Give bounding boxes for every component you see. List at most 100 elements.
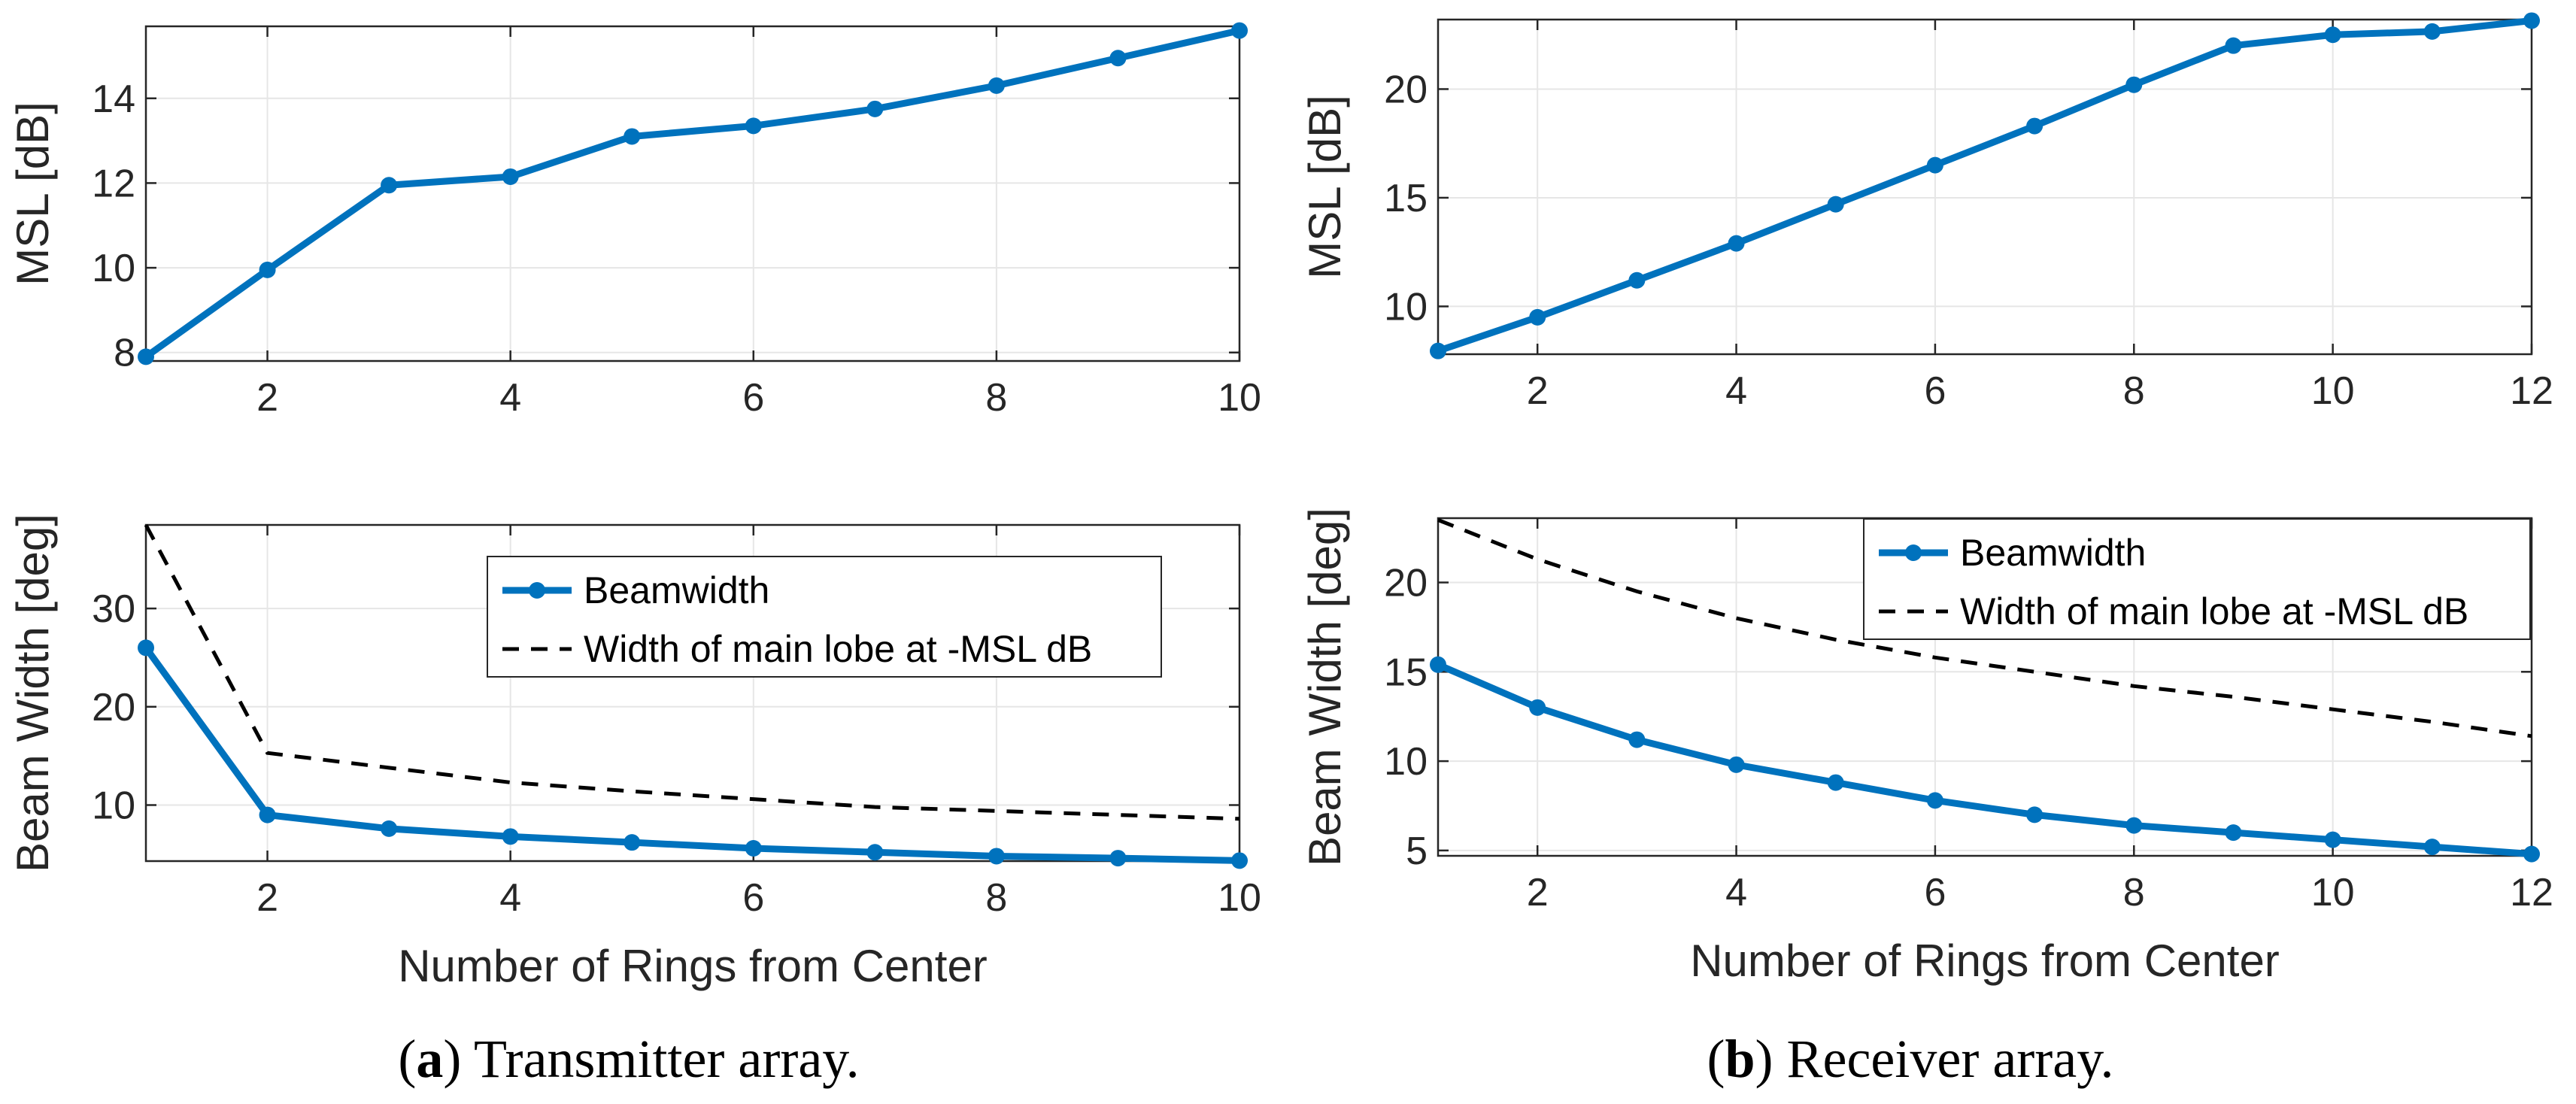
subplot-a-bottom: 2 4 6 8 10 10 20 30 Beam Width [deg] Number of Ri… <box>8 514 1261 991</box>
legend-entry: Width of main lobe at -MSL dB <box>584 628 1092 670</box>
subplot-b-bottom: 2 4 6 8 10 12 5 10 15 20 Beam Width [deg] Number of… <box>1300 508 2553 986</box>
series-beamwidth <box>138 639 1248 869</box>
data-point <box>138 639 154 657</box>
series-msl <box>1430 12 2540 359</box>
y-tick-label: 14 <box>92 77 135 121</box>
x-tick-label: 2 <box>256 876 278 920</box>
data-point <box>2423 839 2441 856</box>
data-point <box>624 834 641 851</box>
data-point <box>2423 23 2441 40</box>
series-line <box>144 27 1240 360</box>
data-point <box>1109 850 1127 867</box>
series-line <box>144 523 1240 821</box>
y-tick-label: 10 <box>92 784 135 828</box>
data-point <box>1728 235 1745 252</box>
data-point <box>745 117 762 135</box>
data-point <box>2523 12 2540 29</box>
x-tick-label: 10 <box>2311 369 2355 413</box>
data-point <box>745 840 762 857</box>
data-point <box>988 848 1005 865</box>
series-msl <box>138 22 1248 365</box>
y-axis-label: Beam Width [deg] <box>1300 508 1350 866</box>
data-point <box>2324 26 2341 44</box>
x-tick-label: 10 <box>1218 376 1261 420</box>
data-point <box>2026 117 2044 135</box>
x-tick-label: 12 <box>2510 369 2553 413</box>
subplot-b-top: 2 4 6 8 10 12 10 15 20 MSL [dB] <box>1300 12 2553 413</box>
legend-box <box>487 556 1162 678</box>
data-point <box>1827 774 1844 791</box>
x-tick-label: 6 <box>742 376 764 420</box>
y-tick-label: 20 <box>1384 562 1428 605</box>
data-point <box>1430 342 1446 359</box>
legend-swatch-marker <box>529 582 545 599</box>
data-point <box>381 177 398 194</box>
legend-entry: Width of main lobe at -MSL dB <box>1960 590 2468 632</box>
x-tick-label: 6 <box>1924 871 1946 914</box>
data-point <box>1827 196 1844 213</box>
axes-frame <box>144 523 1241 863</box>
data-point <box>502 828 519 845</box>
axes-frame <box>144 25 1241 362</box>
series-line <box>1437 661 2532 858</box>
data-point <box>2324 831 2341 848</box>
data-point <box>1529 699 1546 716</box>
legend-box <box>1863 518 2531 640</box>
y-tick-label: 30 <box>92 587 135 631</box>
y-tick-label: 8 <box>114 332 135 375</box>
plot-area <box>1438 20 2532 354</box>
series-beamwidth <box>1430 656 2540 863</box>
x-tick-label: 8 <box>985 376 1007 420</box>
data-point <box>1231 22 1248 39</box>
legend-entry: Beamwidth <box>1960 532 2146 574</box>
data-point <box>138 348 154 365</box>
y-tick-label: 12 <box>92 162 135 205</box>
x-axis-label: Number of Rings from Center <box>398 941 988 991</box>
data-point <box>1109 50 1127 67</box>
caption-b: (b) Receiver array. <box>1707 1029 2113 1089</box>
series-line <box>1437 17 2532 354</box>
y-axis-label: Beam Width [deg] <box>8 514 58 872</box>
data-point <box>2026 806 2044 823</box>
legend: Beamwidth Width of main lobe at -MSL dB <box>487 556 1162 678</box>
subplot-a-top: 2 4 6 8 10 8 10 12 14 MSL [dB] <box>8 22 1261 420</box>
y-tick-label: 10 <box>1384 285 1428 329</box>
plot-area <box>146 26 1239 361</box>
data-point <box>2523 845 2540 863</box>
y-tick-label: 20 <box>1384 68 1428 111</box>
data-point <box>988 77 1005 94</box>
x-tick-label: 8 <box>2123 369 2145 413</box>
y-tick-label: 15 <box>1384 651 1428 694</box>
x-tick-label: 4 <box>499 876 521 920</box>
x-tick-label: 2 <box>1527 369 1549 413</box>
series-width-of-main-lobe-at-msl-db <box>144 523 1240 821</box>
x-tick-label: 2 <box>256 376 278 420</box>
x-tick-label: 10 <box>1218 876 1261 920</box>
data-point <box>502 168 519 185</box>
legend-entry: Beamwidth <box>584 569 769 611</box>
legend: Beamwidth Width of main lobe at -MSL dB <box>1863 518 2531 640</box>
data-point <box>259 261 276 278</box>
x-axis-label: Number of Rings from Center <box>1690 936 2280 986</box>
y-tick-label: 20 <box>92 686 135 729</box>
series-line <box>143 645 1240 864</box>
data-point <box>1628 731 1646 748</box>
y-tick-label: 10 <box>92 247 135 290</box>
x-tick-label: 2 <box>1527 871 1549 914</box>
x-tick-label: 6 <box>742 876 764 920</box>
data-point <box>866 844 884 861</box>
x-tick-label: 6 <box>1924 369 1946 413</box>
data-point <box>1430 656 1446 673</box>
x-tick-label: 8 <box>985 876 1007 920</box>
data-point <box>2225 37 2242 54</box>
y-tick-label: 10 <box>1384 740 1428 784</box>
data-point <box>2125 817 2143 834</box>
x-tick-label: 4 <box>1725 369 1747 413</box>
data-point <box>1926 156 1943 174</box>
x-tick-label: 4 <box>1725 871 1747 914</box>
data-point <box>1231 852 1248 869</box>
caption-a: (a) Transmitter array. <box>398 1029 859 1089</box>
data-point <box>1628 271 1646 289</box>
y-axis-label: MSL [dB] <box>8 102 58 286</box>
